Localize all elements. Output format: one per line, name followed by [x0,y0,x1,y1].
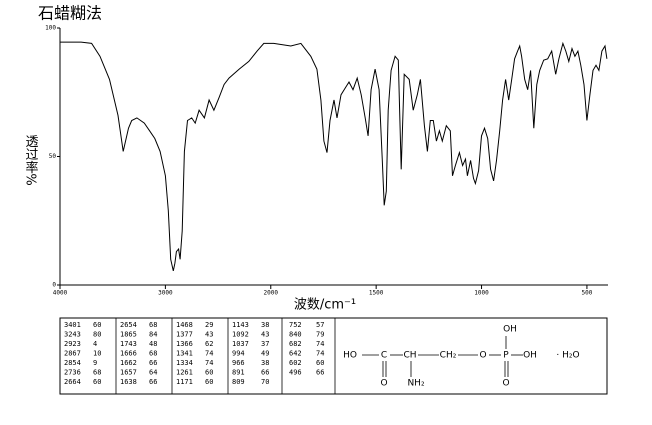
table-cell: 60 [93,378,101,386]
table-cell: 2923 [64,340,81,348]
table-cell: 602 [289,359,302,367]
table-cell: 1662 [120,359,137,367]
y-tick-label: 0 [52,282,56,289]
table-cell: 1377 [176,331,193,339]
structure-label: · H₂O [556,351,579,361]
table-cell: 682 [289,340,302,348]
table-cell: 1666 [120,350,137,358]
table-cell: 66 [316,369,324,377]
table-cell: 37 [261,340,269,348]
x-tick-label: 1000 [474,290,489,297]
table-cell: 1657 [120,369,137,377]
peak-table-frame [59,317,608,395]
table-cell: 10 [93,350,101,358]
table-cell: 752 [289,321,302,329]
table-cell: 1366 [176,340,193,348]
table-cell: 1743 [120,340,137,348]
table-cell: 994 [232,350,245,358]
table-cell: 1865 [120,331,137,339]
table-cell: 496 [289,369,302,377]
table-cell: 74 [316,340,324,348]
table-cell: 74 [205,350,213,358]
table-cell: 38 [261,359,269,367]
structure-label: O [502,379,509,389]
table-cell: 57 [316,321,324,329]
table-cell: 1143 [232,321,249,329]
table-cell: 1261 [176,369,193,377]
table-cell: 43 [261,331,269,339]
table-cell: 43 [205,331,213,339]
table-cell: 1171 [176,378,193,386]
table-cell: 84 [149,331,157,339]
table-cell: 60 [205,378,213,386]
x-tick-label: 500 [582,290,593,297]
chart-title: 石蜡糊法 [38,4,102,23]
table-cell: 840 [289,331,302,339]
table-cell: 79 [316,331,324,339]
table-cell: 891 [232,369,245,377]
structure-label: C [381,351,387,361]
table-cell: 1092 [232,331,249,339]
table-cell: 66 [149,359,157,367]
table-cell: 48 [149,340,157,348]
table-cell: 642 [289,350,302,358]
table-cell: 68 [149,321,157,329]
table-cell: 29 [205,321,213,329]
structure-label: P [503,351,509,361]
structure-label: OH [503,325,517,335]
x-tick-label: 4000 [53,290,68,297]
table-cell: 3243 [64,331,81,339]
structure-label: HO [343,351,357,361]
y-tick-label: 50 [49,153,57,160]
structure-label: CH₂ [440,351,457,361]
table-cell: 2654 [120,321,137,329]
structure-label: NH₂ [407,379,425,389]
table-cell: 4 [93,340,97,348]
table-cell: 60 [205,369,213,377]
structure-label: OH [523,351,537,361]
table-cell: 2867 [64,350,81,358]
table-cell: 60 [93,321,101,329]
table-cell: 1341 [176,350,193,358]
table-cell: 66 [261,369,269,377]
table-cell: 70 [261,378,269,386]
structure-label: O [380,379,387,389]
table-cell: 60 [316,359,324,367]
x-axis-label: 波数/cm⁻¹ [294,298,356,313]
table-cell: 966 [232,359,245,367]
y-tick-label: 100 [45,25,56,32]
table-cell: 68 [149,350,157,358]
y-axis-label: 透过率% [23,134,39,185]
table-cell: 68 [93,369,101,377]
table-cell: 3401 [64,321,81,329]
table-cell: 9 [93,359,97,367]
table-cell: 809 [232,378,245,386]
table-cell: 62 [205,340,213,348]
table-cell: 66 [149,378,157,386]
table-cell: 74 [316,350,324,358]
table-cell: 1468 [176,321,193,329]
table-cell: 2736 [64,369,81,377]
table-cell: 2664 [64,378,81,386]
table-cell: 80 [93,331,101,339]
table-cell: 74 [205,359,213,367]
structure-label: O [479,351,486,361]
table-dividers [115,318,336,394]
structure-bonds [362,336,523,377]
x-tick-label: 1500 [369,290,384,297]
table-cell: 1334 [176,359,193,367]
table-cell: 49 [261,350,269,358]
table-cell: 2854 [64,359,81,367]
table-cell: 38 [261,321,269,329]
spectrum-line [60,41,608,272]
structure-label: CH [403,351,416,361]
table-cell: 1037 [232,340,249,348]
x-tick-label: 2000 [264,290,279,297]
x-tick-label: 3000 [158,290,173,297]
table-cell: 1638 [120,378,137,386]
table-cell: 64 [149,369,157,377]
